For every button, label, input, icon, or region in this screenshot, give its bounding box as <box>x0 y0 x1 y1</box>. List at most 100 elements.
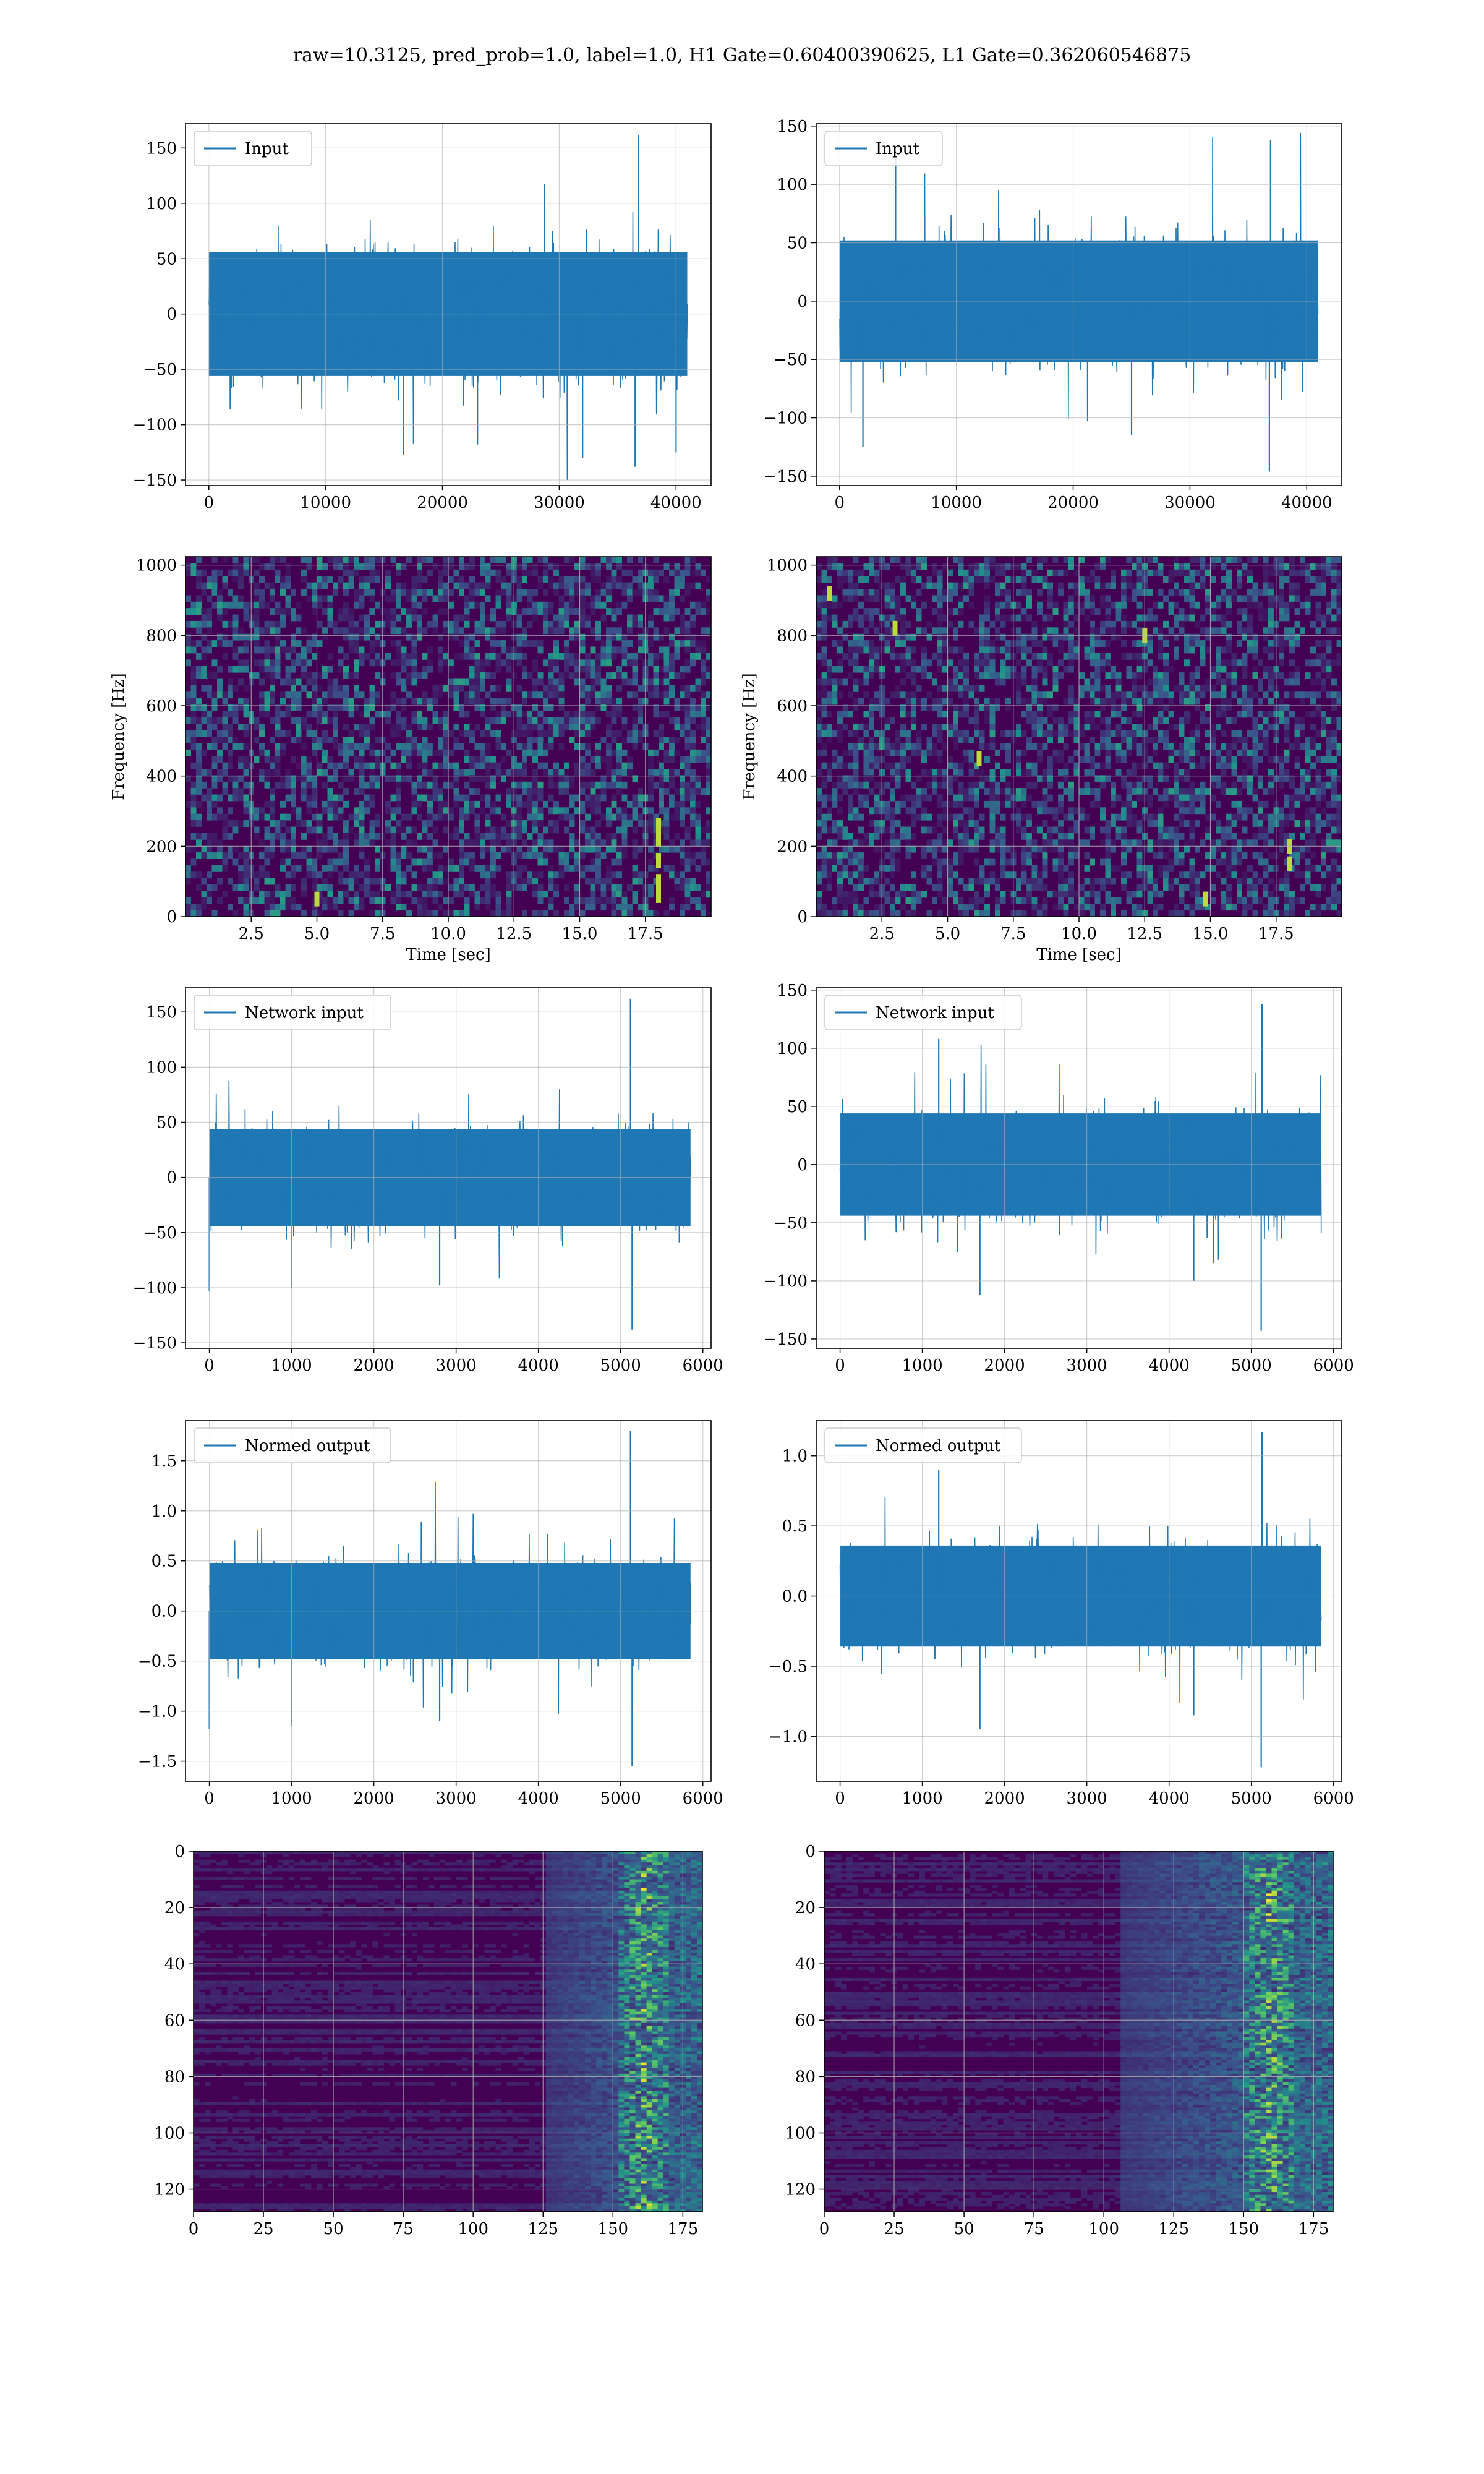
heatmap-cell <box>396 717 401 724</box>
heatmap-cell <box>706 627 711 635</box>
heatmap-cell <box>448 691 454 699</box>
heatmap-cell <box>926 672 932 679</box>
heatmap-cell <box>537 646 544 654</box>
heatmap-cell <box>453 576 459 583</box>
heatmap-cell <box>406 852 412 859</box>
heatmap-cell <box>648 633 654 641</box>
heatmap-cell <box>953 904 958 911</box>
heatmap-cell <box>306 826 312 834</box>
heatmap-cell <box>264 833 270 840</box>
heatmap-cell <box>653 633 659 641</box>
heatmap-cell <box>995 833 1000 840</box>
heatmap-cell <box>821 724 827 731</box>
heatmap-cell <box>989 743 996 750</box>
heatmap-cell <box>259 749 265 756</box>
heatmap-cell <box>564 614 569 622</box>
heatmap-cell <box>863 833 869 840</box>
heatmap-cell <box>653 627 659 635</box>
heatmap-cell <box>1000 891 1006 898</box>
heatmap-cell <box>448 813 454 821</box>
heatmap-cell <box>522 865 527 872</box>
heatmap-cell <box>616 769 622 776</box>
heatmap-cell <box>280 845 286 853</box>
heatmap-cell <box>706 589 711 596</box>
heatmap-cell <box>327 756 333 763</box>
heatmap-cell <box>706 807 711 815</box>
heatmap-cell <box>579 807 586 815</box>
heatmap-cell <box>548 659 554 667</box>
heatmap-cell <box>606 640 612 647</box>
heatmap-cell <box>427 704 433 711</box>
heatmap-cell <box>932 845 937 853</box>
heatmap-cell <box>217 897 223 904</box>
heatmap-cell <box>890 839 895 847</box>
heatmap-cell <box>858 826 864 834</box>
heatmap-cell <box>832 698 838 705</box>
heatmap-cell <box>396 678 401 686</box>
heatmap-cell <box>1005 704 1011 711</box>
y-tick-label: 150 <box>146 139 177 158</box>
heatmap-cell <box>385 807 391 815</box>
heatmap-cell <box>863 672 869 679</box>
heatmap-cell <box>995 884 1000 891</box>
heatmap-cell <box>369 891 375 898</box>
heatmap-cell <box>506 711 512 718</box>
heatmap-cell <box>1031 878 1038 885</box>
heatmap-cell <box>312 633 317 641</box>
heatmap-cell <box>627 582 633 589</box>
heatmap-cell <box>490 646 496 654</box>
heatmap-cell <box>1047 845 1053 853</box>
heatmap-cell <box>911 871 916 879</box>
heatmap-cell <box>659 788 664 795</box>
heatmap-cell <box>495 897 501 904</box>
heatmap-cell <box>995 910 1000 917</box>
heatmap-cell <box>222 557 228 563</box>
heatmap-cell <box>532 666 538 673</box>
heatmap-cell <box>464 678 470 686</box>
heatmap-cell <box>674 884 680 891</box>
heatmap-cell <box>359 781 365 789</box>
heatmap-cell <box>207 730 212 737</box>
heatmap-cell <box>432 595 438 602</box>
heatmap-cell <box>1090 633 1095 641</box>
heatmap-cell <box>579 871 586 879</box>
heatmap-cell <box>359 627 365 635</box>
heatmap-cell <box>558 614 565 622</box>
heatmap-cell <box>821 711 827 718</box>
heatmap-cell <box>490 845 496 853</box>
heatmap-cell <box>842 711 848 718</box>
heatmap-cell <box>306 858 312 866</box>
heatmap-cell <box>186 608 191 615</box>
heatmap-cell <box>354 878 359 885</box>
heatmap-cell <box>663 788 670 795</box>
heatmap-cell <box>569 717 575 724</box>
heatmap-cell <box>1105 691 1111 699</box>
heatmap-cell <box>1105 627 1111 635</box>
heatmap-cell <box>333 845 338 853</box>
heatmap-cell <box>579 756 586 763</box>
heatmap-cell <box>684 743 691 750</box>
heatmap-cell <box>190 845 197 853</box>
heatmap-cell <box>527 608 533 615</box>
heatmap-cell <box>979 865 985 872</box>
heatmap-cell <box>690 794 696 802</box>
heatmap-cell <box>821 614 827 622</box>
heatmap-cell <box>1005 601 1011 609</box>
heatmap-cell <box>406 730 412 737</box>
heatmap-cell <box>443 897 449 904</box>
heatmap-cell <box>485 672 491 679</box>
heatmap-cell <box>874 704 880 711</box>
heatmap-cell <box>842 704 848 711</box>
heatmap-cell <box>832 666 838 673</box>
heatmap-cell <box>953 858 958 866</box>
heatmap-cell <box>490 833 496 840</box>
heatmap-cell <box>590 807 596 815</box>
heatmap-cell <box>816 633 822 641</box>
heatmap-cell <box>1047 711 1053 718</box>
heatmap-cell <box>674 582 680 589</box>
heatmap-cell <box>453 910 459 917</box>
heatmap-cell <box>490 730 496 737</box>
heatmap-cell <box>595 781 601 789</box>
heatmap-cell <box>832 762 838 769</box>
heatmap-cell <box>648 685 654 692</box>
